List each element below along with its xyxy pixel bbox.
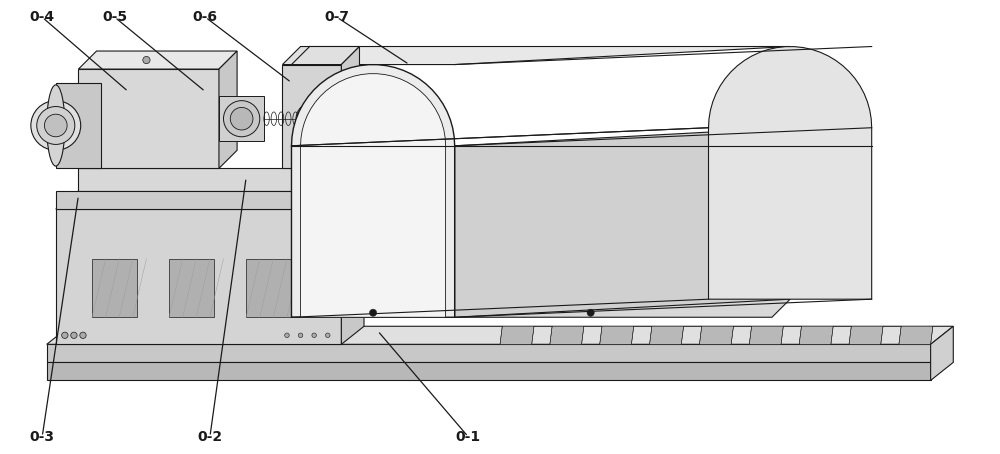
Polygon shape [291, 146, 455, 317]
Polygon shape [78, 168, 364, 191]
Polygon shape [47, 344, 931, 362]
Circle shape [143, 56, 150, 64]
Polygon shape [219, 51, 237, 168]
Polygon shape [849, 326, 883, 344]
Polygon shape [899, 326, 933, 344]
Circle shape [223, 101, 260, 137]
Circle shape [325, 333, 330, 338]
Polygon shape [169, 259, 214, 317]
Polygon shape [749, 326, 783, 344]
Polygon shape [291, 299, 790, 317]
Polygon shape [291, 46, 310, 317]
Polygon shape [931, 326, 953, 380]
Circle shape [302, 109, 322, 128]
Polygon shape [291, 46, 790, 64]
Circle shape [230, 108, 253, 130]
PathPatch shape [291, 64, 455, 317]
Polygon shape [78, 69, 219, 168]
Polygon shape [699, 326, 733, 344]
Circle shape [369, 309, 377, 316]
Polygon shape [56, 83, 101, 168]
Text: 0-5: 0-5 [102, 10, 127, 24]
Circle shape [587, 309, 594, 316]
Polygon shape [78, 51, 237, 69]
Text: 0-7: 0-7 [324, 10, 349, 24]
Circle shape [80, 332, 86, 338]
Text: 0-2: 0-2 [197, 430, 222, 444]
Circle shape [71, 332, 77, 338]
Ellipse shape [47, 85, 65, 166]
Circle shape [312, 333, 316, 338]
Polygon shape [56, 191, 364, 209]
Polygon shape [455, 128, 790, 317]
Text: 0-6: 0-6 [193, 10, 218, 24]
Polygon shape [246, 259, 291, 317]
Polygon shape [47, 362, 931, 380]
Polygon shape [600, 326, 634, 344]
Circle shape [31, 101, 81, 150]
Polygon shape [92, 259, 137, 317]
Text: 0-1: 0-1 [456, 430, 481, 444]
Circle shape [298, 333, 303, 338]
Polygon shape [650, 326, 684, 344]
Polygon shape [56, 209, 341, 344]
Circle shape [285, 333, 289, 338]
Polygon shape [799, 326, 833, 344]
Polygon shape [219, 96, 264, 141]
PathPatch shape [709, 47, 872, 299]
PathPatch shape [301, 74, 446, 317]
Text: 0-4: 0-4 [30, 10, 55, 24]
Polygon shape [56, 191, 341, 209]
Polygon shape [47, 326, 953, 344]
Polygon shape [341, 46, 359, 168]
Circle shape [296, 103, 328, 134]
Circle shape [37, 107, 75, 144]
Polygon shape [550, 326, 584, 344]
Polygon shape [282, 46, 359, 64]
Polygon shape [500, 326, 534, 344]
Polygon shape [282, 64, 341, 168]
Circle shape [44, 114, 67, 137]
Polygon shape [341, 191, 364, 344]
Text: 0-3: 0-3 [30, 430, 55, 444]
Circle shape [62, 332, 68, 338]
